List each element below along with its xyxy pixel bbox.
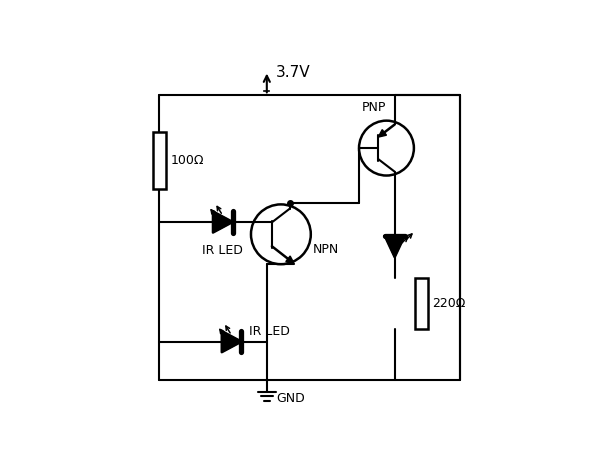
Text: PNP: PNP: [362, 101, 386, 114]
Polygon shape: [286, 256, 294, 264]
Text: IR LED: IR LED: [248, 324, 289, 338]
Text: GND: GND: [277, 392, 305, 405]
Text: 3.7V: 3.7V: [276, 65, 310, 80]
Text: NPN: NPN: [312, 243, 339, 256]
Polygon shape: [222, 331, 241, 352]
Text: IR LED: IR LED: [203, 244, 243, 257]
Polygon shape: [378, 130, 387, 137]
Bar: [153, 132, 166, 189]
Text: 220Ω: 220Ω: [432, 298, 466, 310]
Polygon shape: [385, 236, 405, 257]
Text: 100Ω: 100Ω: [171, 154, 204, 167]
Polygon shape: [213, 212, 233, 233]
Bar: [415, 278, 428, 329]
